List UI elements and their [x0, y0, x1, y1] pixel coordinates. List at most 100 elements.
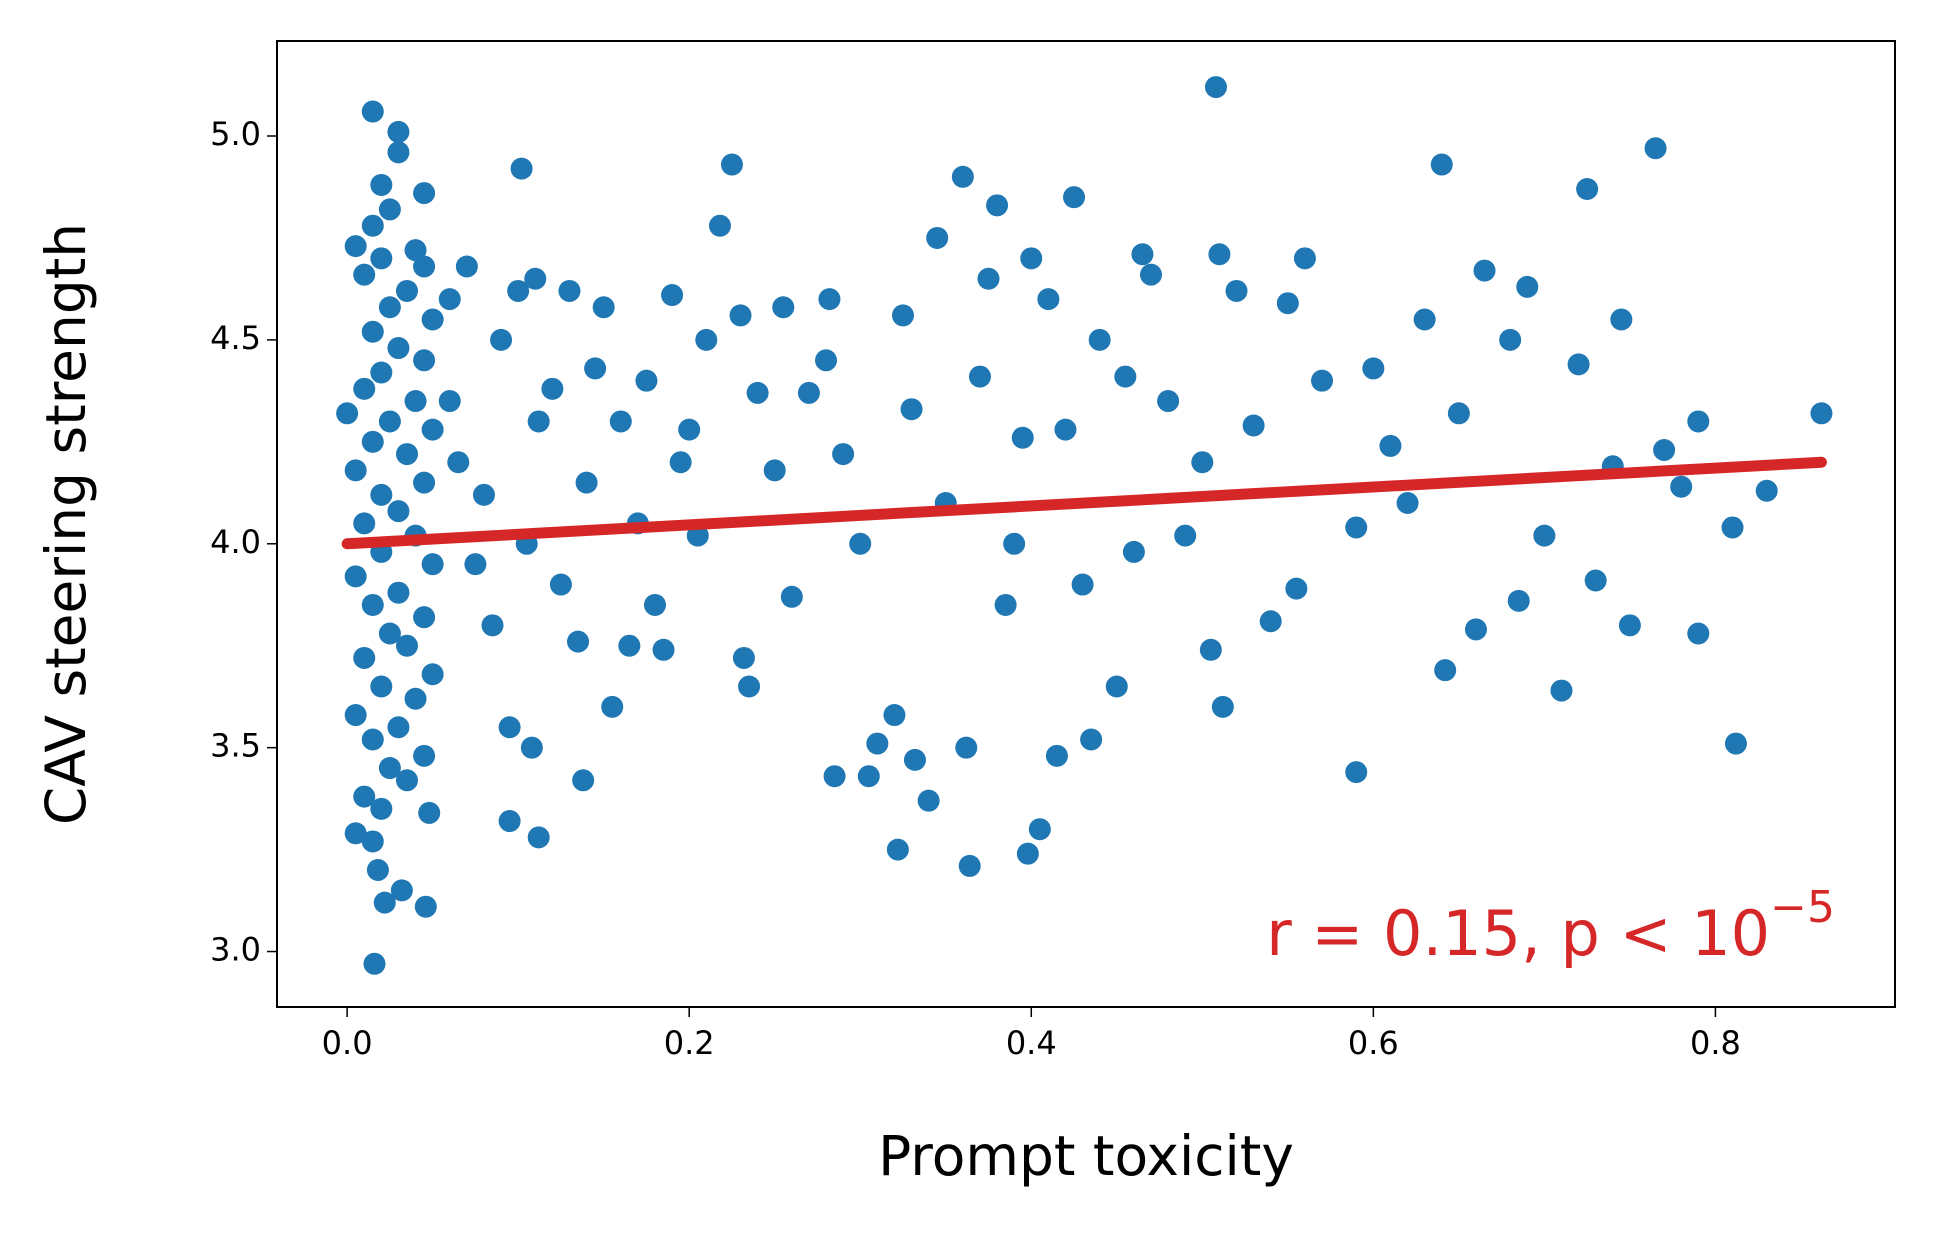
point [849, 532, 872, 555]
point [361, 214, 384, 237]
point [507, 279, 530, 302]
point [567, 630, 590, 653]
point [883, 704, 906, 727]
point [1114, 365, 1137, 388]
point [986, 194, 1009, 217]
point [1071, 573, 1094, 596]
point [695, 328, 718, 351]
point [438, 390, 461, 413]
point [387, 120, 410, 143]
point [387, 337, 410, 360]
point [917, 789, 940, 812]
point [387, 581, 410, 604]
point [336, 402, 359, 425]
point [1755, 479, 1778, 502]
point [818, 288, 841, 311]
point [404, 687, 427, 710]
point [1037, 288, 1060, 311]
point [370, 247, 393, 270]
point [378, 410, 401, 433]
point [708, 214, 731, 237]
point [1687, 622, 1710, 645]
plot-frame [276, 40, 1896, 1008]
point [584, 357, 607, 380]
point [1721, 516, 1744, 539]
point [994, 593, 1017, 616]
point [1576, 178, 1599, 201]
point [344, 704, 367, 727]
point [413, 255, 436, 278]
x-tick-label: 0.6 [1348, 1024, 1399, 1062]
point [592, 296, 615, 319]
point [418, 801, 441, 824]
point [1618, 614, 1641, 637]
point [421, 553, 444, 576]
point [780, 585, 803, 608]
point [1211, 695, 1234, 718]
point [1413, 308, 1436, 331]
point [438, 288, 461, 311]
point [510, 157, 533, 180]
point [378, 296, 401, 319]
point [378, 198, 401, 221]
point [866, 732, 889, 755]
point [1063, 186, 1086, 209]
point [387, 500, 410, 523]
point [1810, 402, 1833, 425]
point [1345, 516, 1368, 539]
point [1011, 426, 1034, 449]
point [729, 304, 752, 327]
point [618, 634, 641, 657]
x-tick-label: 0.2 [664, 1024, 715, 1062]
point [797, 381, 820, 404]
point [926, 226, 949, 249]
point [903, 748, 926, 771]
point [1080, 728, 1103, 751]
point [661, 284, 684, 307]
point [353, 263, 376, 286]
point [1045, 744, 1068, 767]
point [746, 381, 769, 404]
point [609, 410, 632, 433]
point [832, 443, 855, 466]
y-tick-label: 4.0 [210, 523, 261, 561]
y-tick-label: 4.5 [210, 319, 261, 357]
point [1157, 390, 1180, 413]
point [366, 858, 389, 881]
point [344, 235, 367, 258]
point [527, 826, 550, 849]
point [1473, 259, 1496, 282]
point [1276, 292, 1299, 315]
x-axis-label: Prompt toxicity [878, 1124, 1294, 1188]
point [361, 728, 384, 751]
point [1396, 492, 1419, 514]
point [572, 769, 595, 792]
point [1139, 263, 1162, 286]
x-tick-label: 0.4 [1006, 1024, 1057, 1062]
y-tick-label: 3.0 [210, 931, 261, 969]
point [370, 361, 393, 384]
point [370, 483, 393, 506]
point [344, 822, 367, 845]
point [1285, 577, 1308, 600]
point [772, 296, 795, 319]
point [361, 430, 384, 453]
point [1430, 153, 1453, 176]
point [370, 173, 393, 196]
point [353, 377, 376, 400]
point [490, 328, 513, 351]
point [1507, 589, 1530, 612]
point [1670, 475, 1693, 498]
point [1362, 357, 1385, 380]
annotation-exponent: −5 [1770, 882, 1835, 933]
point [1311, 369, 1334, 392]
point [353, 646, 376, 669]
point [1653, 438, 1676, 461]
point [361, 593, 384, 616]
point [1131, 243, 1154, 266]
point [1434, 659, 1457, 682]
point [1242, 414, 1265, 437]
x-tick-label: 0.0 [322, 1024, 373, 1062]
point [669, 451, 692, 474]
point [1379, 434, 1402, 457]
